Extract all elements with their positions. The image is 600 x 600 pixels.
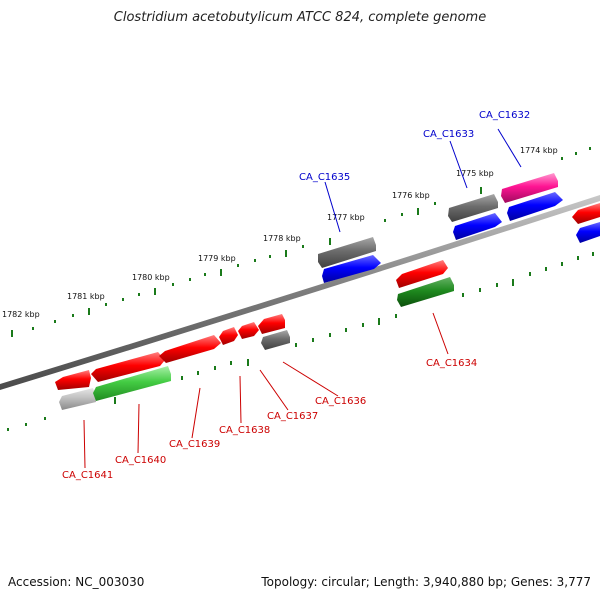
gene-labels: CA_C1632 CA_C1633 CA_C1634 CA_C1635 CA_C… <box>62 110 530 481</box>
gene-label-ca-c1640[interactable]: CA_C1640 <box>115 455 166 466</box>
gene-arrow[interactable] <box>501 173 558 203</box>
gene-arrow[interactable] <box>238 322 259 339</box>
scale-label: 1776 kbp <box>392 191 430 200</box>
gene-arrow[interactable] <box>318 237 376 268</box>
gene-arrow[interactable] <box>396 260 448 288</box>
gene-arrow[interactable] <box>453 213 502 240</box>
scale-label: 1778 kbp <box>263 234 301 243</box>
forward-strand-genes <box>55 173 600 390</box>
gene-arrow[interactable] <box>93 366 171 401</box>
gene-label-ca-c1638[interactable]: CA_C1638 <box>219 425 270 436</box>
gene-label-ca-c1632[interactable]: CA_C1632 <box>479 110 530 121</box>
map-title: Clostridium acetobutylicum ATCC 824, com… <box>113 10 487 25</box>
gene-label-ca-c1637[interactable]: CA_C1637 <box>267 411 318 422</box>
scale-label: 1782 kbp <box>2 310 40 319</box>
genome-backbone <box>0 195 600 390</box>
scale-label: 1774 kbp <box>520 146 558 155</box>
gene-arrow[interactable] <box>448 194 498 222</box>
gene-label-ca-c1636[interactable]: CA_C1636 <box>315 396 366 407</box>
reverse-strand-genes <box>59 277 454 410</box>
gene-arrow[interactable] <box>59 388 96 410</box>
accession-text: Accession: NC_003030 <box>8 575 145 589</box>
topology-text: Topology: circular; Length: 3,940,880 bp… <box>261 575 591 589</box>
scale-label: 1781 kbp <box>67 292 105 301</box>
gene-arrow[interactable] <box>572 203 600 224</box>
scale-label: 1777 kbp <box>327 213 365 222</box>
gene-label-ca-c1634[interactable]: CA_C1634 <box>426 358 477 369</box>
gene-arrow[interactable] <box>322 255 381 283</box>
scale-label: 1775 kbp <box>456 169 494 178</box>
scale-label: 1780 kbp <box>132 273 170 282</box>
gene-arrow[interactable] <box>55 370 91 390</box>
gene-arrow[interactable] <box>397 277 454 307</box>
gene-arrow[interactable] <box>91 352 165 382</box>
gene-label-ca-c1635[interactable]: CA_C1635 <box>299 172 350 183</box>
gene-label-ca-c1641[interactable]: CA_C1641 <box>62 470 113 481</box>
connector-lines <box>83 128 522 469</box>
gene-arrow[interactable] <box>219 327 238 345</box>
gene-label-ca-c1639[interactable]: CA_C1639 <box>169 439 220 450</box>
gene-arrow[interactable] <box>261 330 290 350</box>
gene-arrow[interactable] <box>507 192 563 221</box>
gene-arrow[interactable] <box>159 335 221 363</box>
outer-tick-ring <box>11 147 591 337</box>
gene-arrow[interactable] <box>258 314 285 334</box>
scale-label: 1779 kbp <box>198 254 236 263</box>
gene-label-ca-c1633[interactable]: CA_C1633 <box>423 129 474 140</box>
scale-labels: 1782 kbp 1781 kbp 1780 kbp 1779 kbp 1778… <box>2 146 558 319</box>
gene-arrow[interactable] <box>576 222 600 243</box>
inner-tick-ring <box>7 252 594 431</box>
